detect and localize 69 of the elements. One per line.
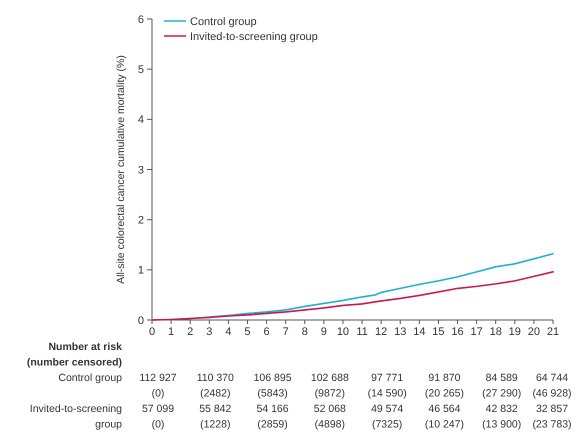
text: (1228) [200,418,230,430]
text: 84 589 [486,372,518,384]
text: 97 771 [371,372,404,384]
text: (2859) [257,418,288,430]
text: (23 783) [532,418,572,430]
x-tick-label: 1 [168,326,174,338]
x-tick-label: 4 [225,326,232,338]
text: 110 370 [196,372,234,384]
text: 54 166 [256,403,289,415]
text: (5843) [257,388,288,400]
text: 64 744 [536,372,568,384]
x-tick-label: 18 [490,326,502,338]
x-tick-label: 2 [187,326,194,338]
x-tick-label: 11 [356,326,368,338]
y-tick-label: 0 [138,314,144,327]
x-tick-label: 20 [528,326,540,338]
text: (2482) [200,388,230,400]
x-tick-label: 9 [320,326,327,338]
x-tick-label: 21 [546,326,560,338]
x-tick-label: 19 [508,326,521,338]
y-tick-label: 5 [138,64,144,76]
text: (13 900) [482,418,522,430]
legend-label: Invited-to-screening group [190,30,318,43]
text: 112 927 [139,372,177,384]
y-tick-label: 2 [138,214,144,227]
x-tick-label: 17 [470,326,483,338]
x-tick-label: 13 [394,326,406,338]
x-tick-label: 6 [264,326,270,338]
text: (number censored) [26,356,122,368]
text: (4898) [314,418,346,430]
x-tick-label: 15 [432,326,445,338]
x-tick-label: 14 [413,326,426,338]
y-tick-label: 6 [138,14,144,26]
x-tick-label: 0 [148,326,156,338]
text: 46 564 [428,403,461,415]
text: 42 832 [486,403,518,415]
x-tick-label: 8 [302,326,308,338]
text: (0) [152,418,164,430]
text: (7325) [372,418,402,430]
y-tick-label: 1 [138,264,144,277]
text: Invited-to-screening [30,403,122,415]
text: 32 857 [536,403,568,415]
y-tick-label: 4 [138,114,144,126]
text: (46 928) [532,388,572,400]
text: group [95,418,122,430]
text: 55 842 [199,403,232,415]
y-axis-title: All-site colorectal cancer cumulative mortality (%) [115,55,127,284]
text: 106 895 [254,372,292,384]
x-tick-label: 5 [244,326,251,338]
text: 49 574 [371,403,404,415]
text: Control group [58,372,122,384]
text: (0) [152,388,164,400]
x-tick-label: 10 [336,326,350,338]
text: 57 099 [142,403,174,415]
x-tick-label: 7 [282,326,289,338]
text: 102 688 [310,372,349,384]
text: Number at risk [48,341,122,353]
text: (10 247) [424,418,464,430]
text: (20 265) [424,388,464,400]
text: 91 870 [428,372,461,384]
x-tick-label: 12 [375,326,388,338]
text: (9872) [314,388,346,400]
y-tick-label: 3 [138,164,144,176]
text: 52 068 [314,403,346,415]
x-tick-label: 16 [451,326,464,338]
legend-label: Control group [190,16,257,28]
x-tick-label: 3 [206,326,212,338]
text: (27 290) [482,388,522,400]
text: (14 590) [368,388,407,400]
